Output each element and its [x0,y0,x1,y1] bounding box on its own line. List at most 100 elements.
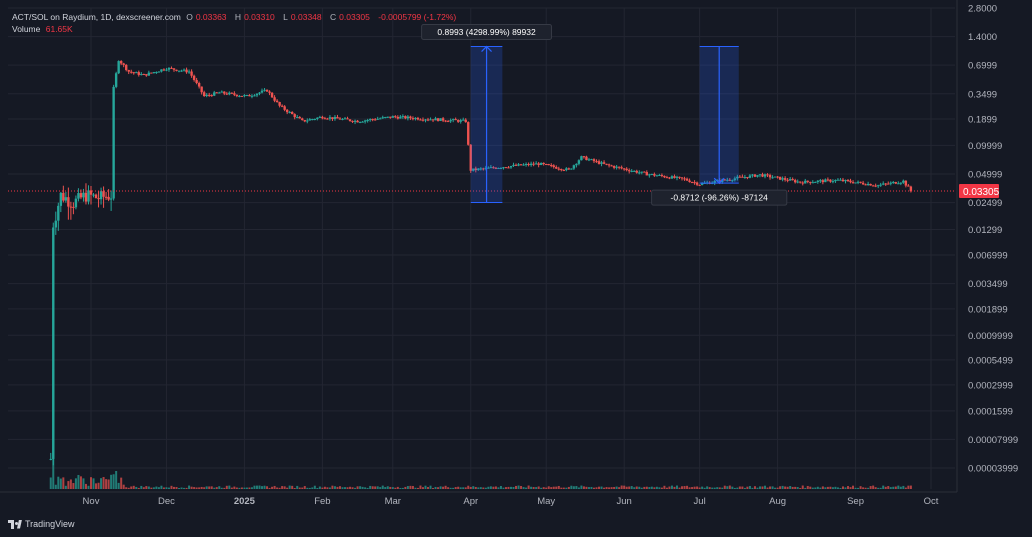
candle-body [72,206,75,208]
candle-body [109,198,113,200]
volume-bar [210,486,213,489]
volume-bar [409,485,412,489]
volume-bar [376,486,379,489]
candle-body [685,178,689,181]
volume-bar [701,486,704,489]
measure-label-box [651,189,788,206]
volume-bar [542,487,545,489]
volume-bar [733,487,736,489]
volume-bar [545,487,548,489]
candle-body [776,176,779,178]
candle-body [64,197,68,201]
volume-bar [220,487,223,489]
candle-body [834,179,837,182]
candle-body [814,181,817,183]
volume-bar [550,487,553,489]
volume-bar [273,485,276,489]
volume-bar [137,487,140,489]
candle-body [444,120,447,122]
volume-bar [746,486,749,489]
volume-bar [776,487,779,489]
candle-body [645,172,649,176]
volume-bar [291,485,294,489]
candle-body [487,167,490,169]
candle-body [255,93,259,96]
candle-body [464,119,467,123]
volume-bar [316,487,319,489]
volume-bar [532,487,535,489]
volume-bar [618,487,621,489]
volume-bar [308,487,311,489]
volume-bar [902,485,905,489]
candle-body [826,179,830,181]
candle-body [894,182,897,184]
candle-body [431,119,435,121]
change-value: -0.0005799 (-1.72%) [378,12,457,22]
volume-bar [806,485,809,489]
candle-body [746,177,749,179]
candle-body [353,120,357,122]
candle-body [296,117,299,119]
volume-bar [147,486,150,489]
volume-bar [271,486,274,489]
volume-bar [681,486,684,489]
candle-body [306,120,309,122]
candle-body [489,167,493,169]
candle-body [902,180,905,183]
volume-bar [575,486,578,489]
volume-bar [764,485,767,489]
candle-body [130,71,133,73]
candle-body [416,117,420,120]
candle-body [882,183,885,185]
candle-body [429,119,432,121]
candle-body [615,166,618,168]
volume-bar [897,485,900,489]
volume-bar [769,486,772,489]
candle-body [326,118,329,120]
volume-bar [427,487,430,489]
candle-body [771,177,774,179]
x-tick-label: Oct [924,496,939,507]
volume-bar [844,487,847,489]
candle-body [622,168,626,170]
volume-bar [909,485,912,489]
y-tick-label: 0.0002999 [968,380,1013,391]
candle-body [424,119,427,121]
volume-bar [59,478,62,489]
candle-body [273,97,276,101]
y-tick-label: 0.00007999 [968,435,1018,446]
volume-bar [283,486,286,489]
volume-bar [736,487,739,489]
volume-bar [668,486,671,489]
candle-body [462,119,465,121]
volume-bar [255,485,258,489]
current-price-label: 0.03305 [963,187,1000,198]
volume-bar [867,487,870,489]
measurement-tools[interactable]: 0.8993 (4298.99%) 89932 -0.8712 (-96.26%)… [421,24,788,206]
volume-bar [882,485,885,489]
candle-body [414,117,417,119]
volume-bar [839,487,842,489]
volume-bar [718,487,721,489]
volume-bar [816,486,819,489]
volume-bar [608,487,611,489]
volume-bar [716,487,719,489]
volume-bar [487,486,490,489]
candle-body [389,116,392,118]
volume-bar [351,487,354,489]
volume-bar [188,485,191,489]
candle-body [57,205,60,221]
volume-bar [615,486,618,489]
tradingview-branding[interactable]: TradingView [8,519,75,529]
candle-body [346,118,349,120]
volume-bar [175,487,178,489]
candle-body [323,118,327,120]
volume-bar [620,485,623,489]
candle-body [245,95,249,97]
y-tick-label: 0.09999 [968,141,1002,152]
volume-bar [87,485,90,489]
volume-bar [683,486,686,489]
candle-body [218,92,221,94]
candle-body [482,168,485,170]
